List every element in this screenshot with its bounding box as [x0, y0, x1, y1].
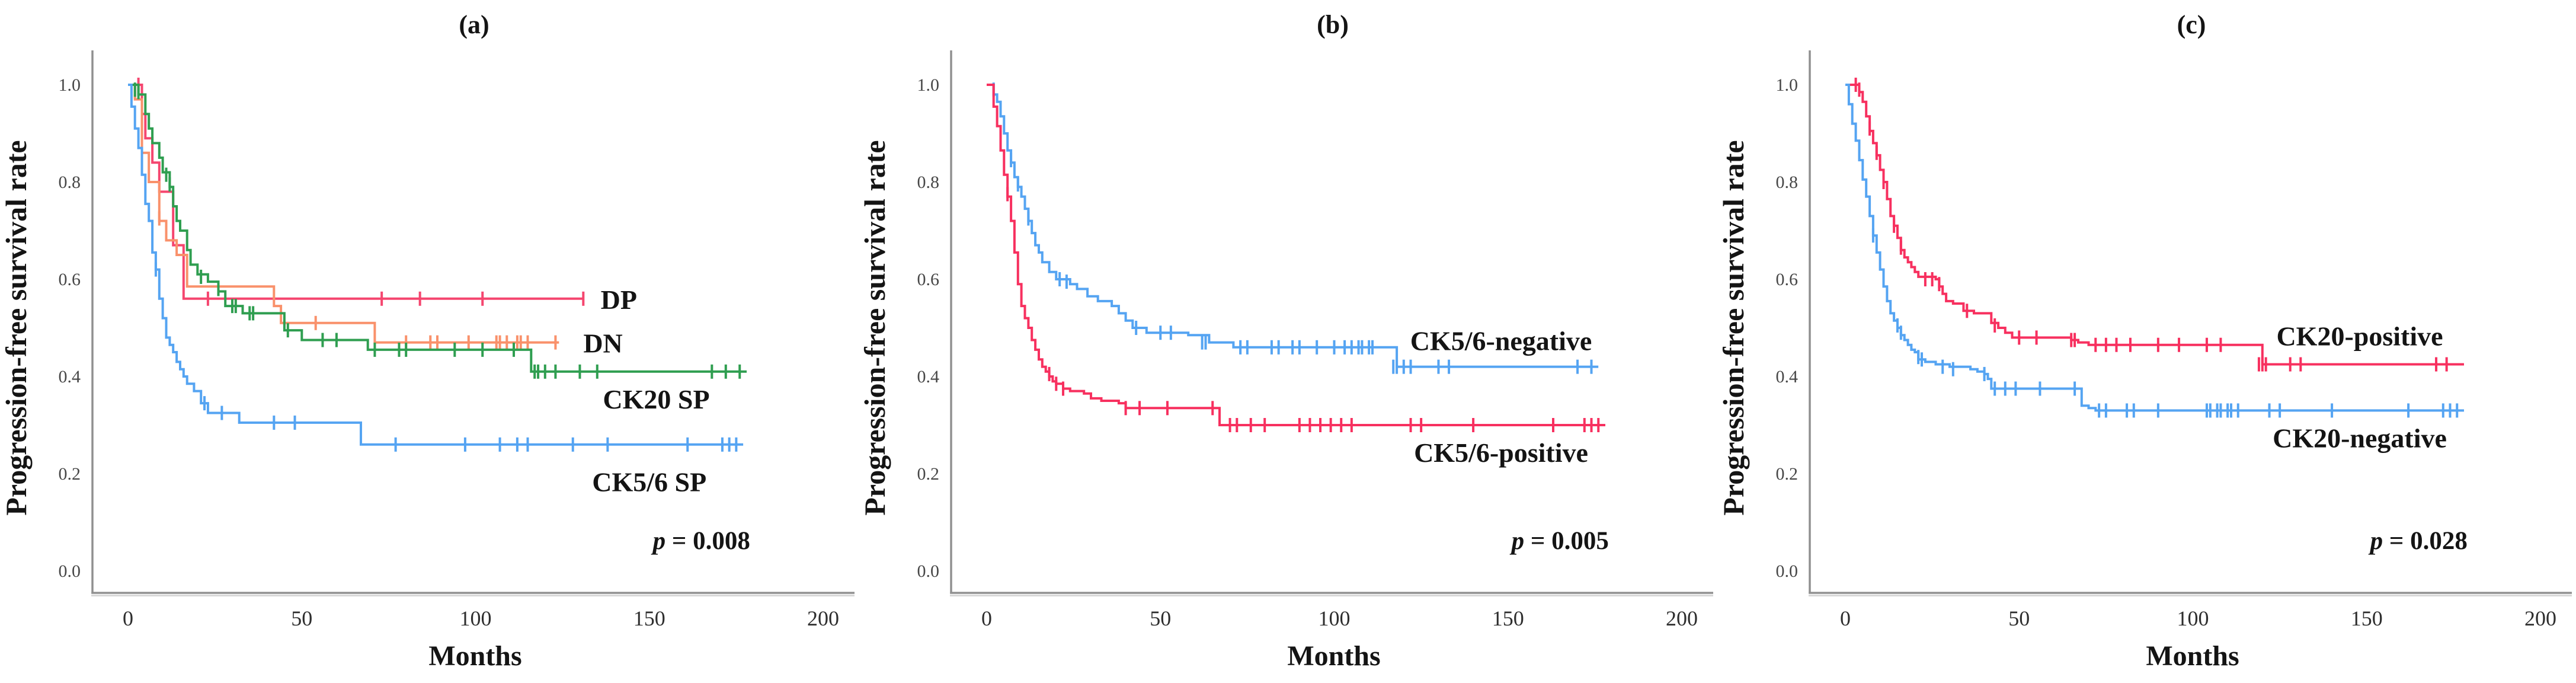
- km-curve-DP: [128, 84, 584, 300]
- y-tick-label: 0.8: [917, 173, 940, 192]
- series-label: DP: [601, 285, 637, 315]
- x-axis-title: Months: [2146, 640, 2239, 672]
- km-chart-b: 1.0 0.8 0.6 0.4 0.2 0.0 0 50 100 150 200 (b) Months P…: [859, 10, 1713, 672]
- series-label: CK20 SP: [603, 384, 709, 414]
- x-tick-label: 50: [1150, 607, 1171, 630]
- x-tick-label: 200: [807, 607, 839, 630]
- panel-c: 1.0 0.8 0.6 0.4 0.2 0.0 0 50 100 150 200 (c) Months P…: [1717, 0, 2576, 683]
- x-tick-label: 150: [2351, 607, 2383, 630]
- panel-title: (b): [1317, 10, 1349, 39]
- series-label: CK5/6-positive: [1414, 438, 1588, 468]
- y-tick-label: 0.2: [917, 464, 940, 484]
- y-tick-label: 0.0: [917, 561, 940, 581]
- x-tick-label: 0: [1840, 607, 1851, 630]
- y-tick-label: 0.4: [1776, 367, 1799, 387]
- x-tick-label: 50: [291, 607, 312, 630]
- p-value-label: p = 0.008: [651, 527, 750, 555]
- y-axis-title: Progression-free survival rate: [859, 140, 891, 515]
- km-curve-CK5/6-positive: [987, 84, 1605, 426]
- y-tick-label: 0.0: [1776, 561, 1799, 581]
- km-chart-a: 1.0 0.8 0.6 0.4 0.2 0.0 0 50 100 150 200 (a) Months P…: [0, 10, 855, 672]
- km-curve-CK20-negative: [1845, 84, 2464, 412]
- x-tick-label: 200: [2524, 607, 2556, 630]
- y-tick-label: 0.4: [59, 367, 81, 387]
- x-tick-label: 0: [123, 607, 133, 630]
- x-tick-label: 100: [1319, 607, 1351, 630]
- km-curve-CK20 SP: [128, 84, 747, 373]
- y-tick-label: 0.6: [1776, 270, 1799, 289]
- y-tick-label: 0.0: [59, 561, 81, 581]
- p-value-label: p = 0.028: [2368, 527, 2468, 555]
- x-axis-title: Months: [1287, 640, 1380, 672]
- x-tick-label: 150: [633, 607, 665, 630]
- x-axis-title: Months: [428, 640, 521, 672]
- x-tick-label: 0: [981, 607, 992, 630]
- y-tick-label: 0.2: [59, 464, 81, 484]
- p-value-label: p = 0.005: [1509, 527, 1609, 555]
- panel-title: (a): [459, 10, 489, 39]
- x-tick-label: 100: [2177, 607, 2209, 630]
- x-tick-label: 100: [460, 607, 492, 630]
- panel-b: 1.0 0.8 0.6 0.4 0.2 0.0 0 50 100 150 200 (b) Months P…: [859, 0, 1717, 683]
- y-tick-label: 1.0: [59, 75, 81, 95]
- km-curve-DN: [128, 84, 559, 344]
- y-tick-label: 1.0: [1776, 75, 1799, 95]
- series-label: CK5/6-negative: [1410, 326, 1592, 356]
- series-label: CK20-negative: [2273, 423, 2447, 454]
- y-axis-title: Progression-free survival rate: [0, 140, 33, 515]
- y-tick-label: 0.8: [1776, 173, 1799, 192]
- km-curve-CK5/6-negative: [987, 84, 1599, 368]
- y-tick-label: 1.0: [917, 75, 940, 95]
- series-label: CK20-positive: [2276, 321, 2443, 351]
- x-tick-label: 150: [1492, 607, 1524, 630]
- panel-a: 1.0 0.8 0.6 0.4 0.2 0.0 0 50 100 150 200 (a) Months P…: [0, 0, 859, 683]
- series-label: CK5/6 SP: [592, 467, 706, 497]
- panel-title: (c): [2177, 10, 2206, 39]
- km-curve-CK5/6 SP: [128, 84, 744, 446]
- series-label: DN: [583, 328, 622, 359]
- y-tick-label: 0.2: [1776, 464, 1799, 484]
- y-tick-label: 0.6: [59, 270, 81, 289]
- y-tick-label: 0.4: [917, 367, 940, 387]
- y-tick-label: 0.8: [59, 173, 81, 192]
- km-chart-c: 1.0 0.8 0.6 0.4 0.2 0.0 0 50 100 150 200 (c) Months P…: [1717, 10, 2572, 672]
- y-tick-label: 0.6: [917, 270, 940, 289]
- x-tick-label: 50: [2008, 607, 2030, 630]
- y-axis-title: Progression-free survival rate: [1717, 140, 1750, 515]
- x-tick-label: 200: [1666, 607, 1698, 630]
